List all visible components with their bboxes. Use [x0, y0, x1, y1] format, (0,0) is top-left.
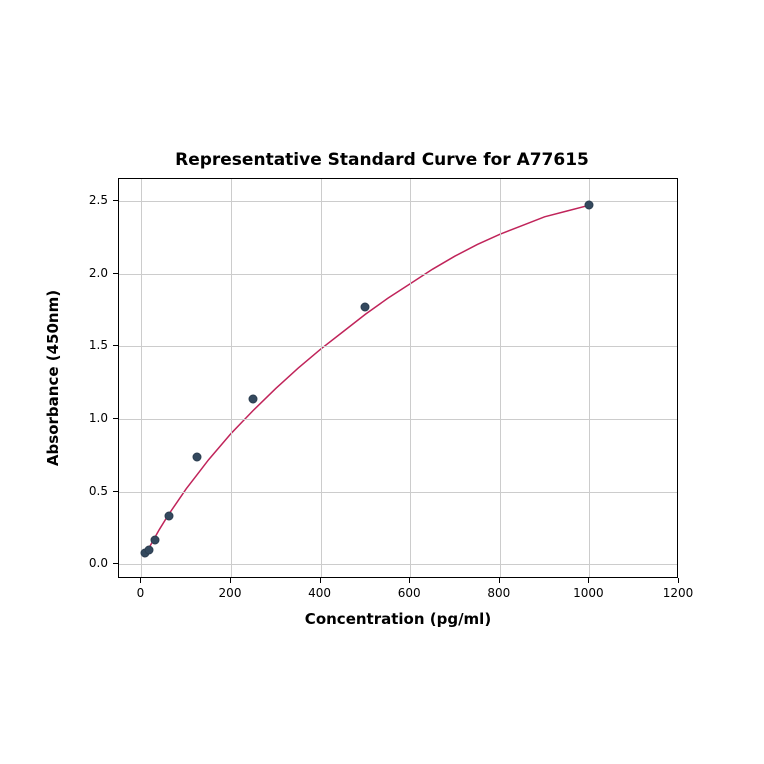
x-axis-label: Concentration (pg/ml)	[305, 610, 491, 628]
grid-line-v	[589, 179, 590, 577]
y-tick-label: 1.5	[89, 338, 108, 352]
grid-line-h	[119, 564, 677, 565]
y-tick-mark	[113, 563, 118, 564]
x-tick-label: 200	[219, 586, 242, 600]
standard-curve-path	[144, 205, 590, 557]
y-tick-mark	[113, 418, 118, 419]
y-tick-label: 0.0	[89, 556, 108, 570]
grid-line-h	[119, 201, 677, 202]
y-tick-label: 2.5	[89, 193, 108, 207]
grid-line-v	[500, 179, 501, 577]
x-tick-mark	[678, 578, 679, 583]
x-tick-label: 800	[487, 586, 510, 600]
data-point	[585, 201, 594, 210]
data-point	[193, 452, 202, 461]
grid-line-v	[141, 179, 142, 577]
x-tick-mark	[320, 578, 321, 583]
grid-line-h	[119, 419, 677, 420]
x-tick-label: 0	[137, 586, 145, 600]
data-point	[361, 303, 370, 312]
grid-line-h	[119, 346, 677, 347]
data-point	[165, 512, 174, 521]
grid-line-h	[119, 492, 677, 493]
y-tick-mark	[113, 200, 118, 201]
data-point	[249, 394, 258, 403]
x-tick-mark	[140, 578, 141, 583]
data-point	[151, 535, 160, 544]
y-axis-label: Absorbance (450nm)	[44, 290, 62, 466]
y-tick-mark	[113, 345, 118, 346]
data-point	[144, 545, 153, 554]
y-tick-mark	[113, 273, 118, 274]
grid-line-v	[410, 179, 411, 577]
x-tick-label: 400	[308, 586, 331, 600]
x-tick-mark	[230, 578, 231, 583]
plot-area	[118, 178, 678, 578]
x-tick-mark	[409, 578, 410, 583]
grid-line-h	[119, 274, 677, 275]
y-tick-mark	[113, 491, 118, 492]
x-tick-mark	[499, 578, 500, 583]
x-tick-label: 600	[398, 586, 421, 600]
chart-title: Representative Standard Curve for A77615	[0, 150, 764, 170]
y-tick-label: 1.0	[89, 411, 108, 425]
grid-line-v	[231, 179, 232, 577]
y-tick-label: 2.0	[89, 266, 108, 280]
grid-line-v	[321, 179, 322, 577]
x-tick-label: 1000	[573, 586, 604, 600]
y-tick-label: 0.5	[89, 484, 108, 498]
curve-svg	[119, 179, 677, 577]
chart-container: Representative Standard Curve for A77615…	[0, 0, 764, 764]
x-tick-label: 1200	[663, 586, 694, 600]
x-tick-mark	[588, 578, 589, 583]
